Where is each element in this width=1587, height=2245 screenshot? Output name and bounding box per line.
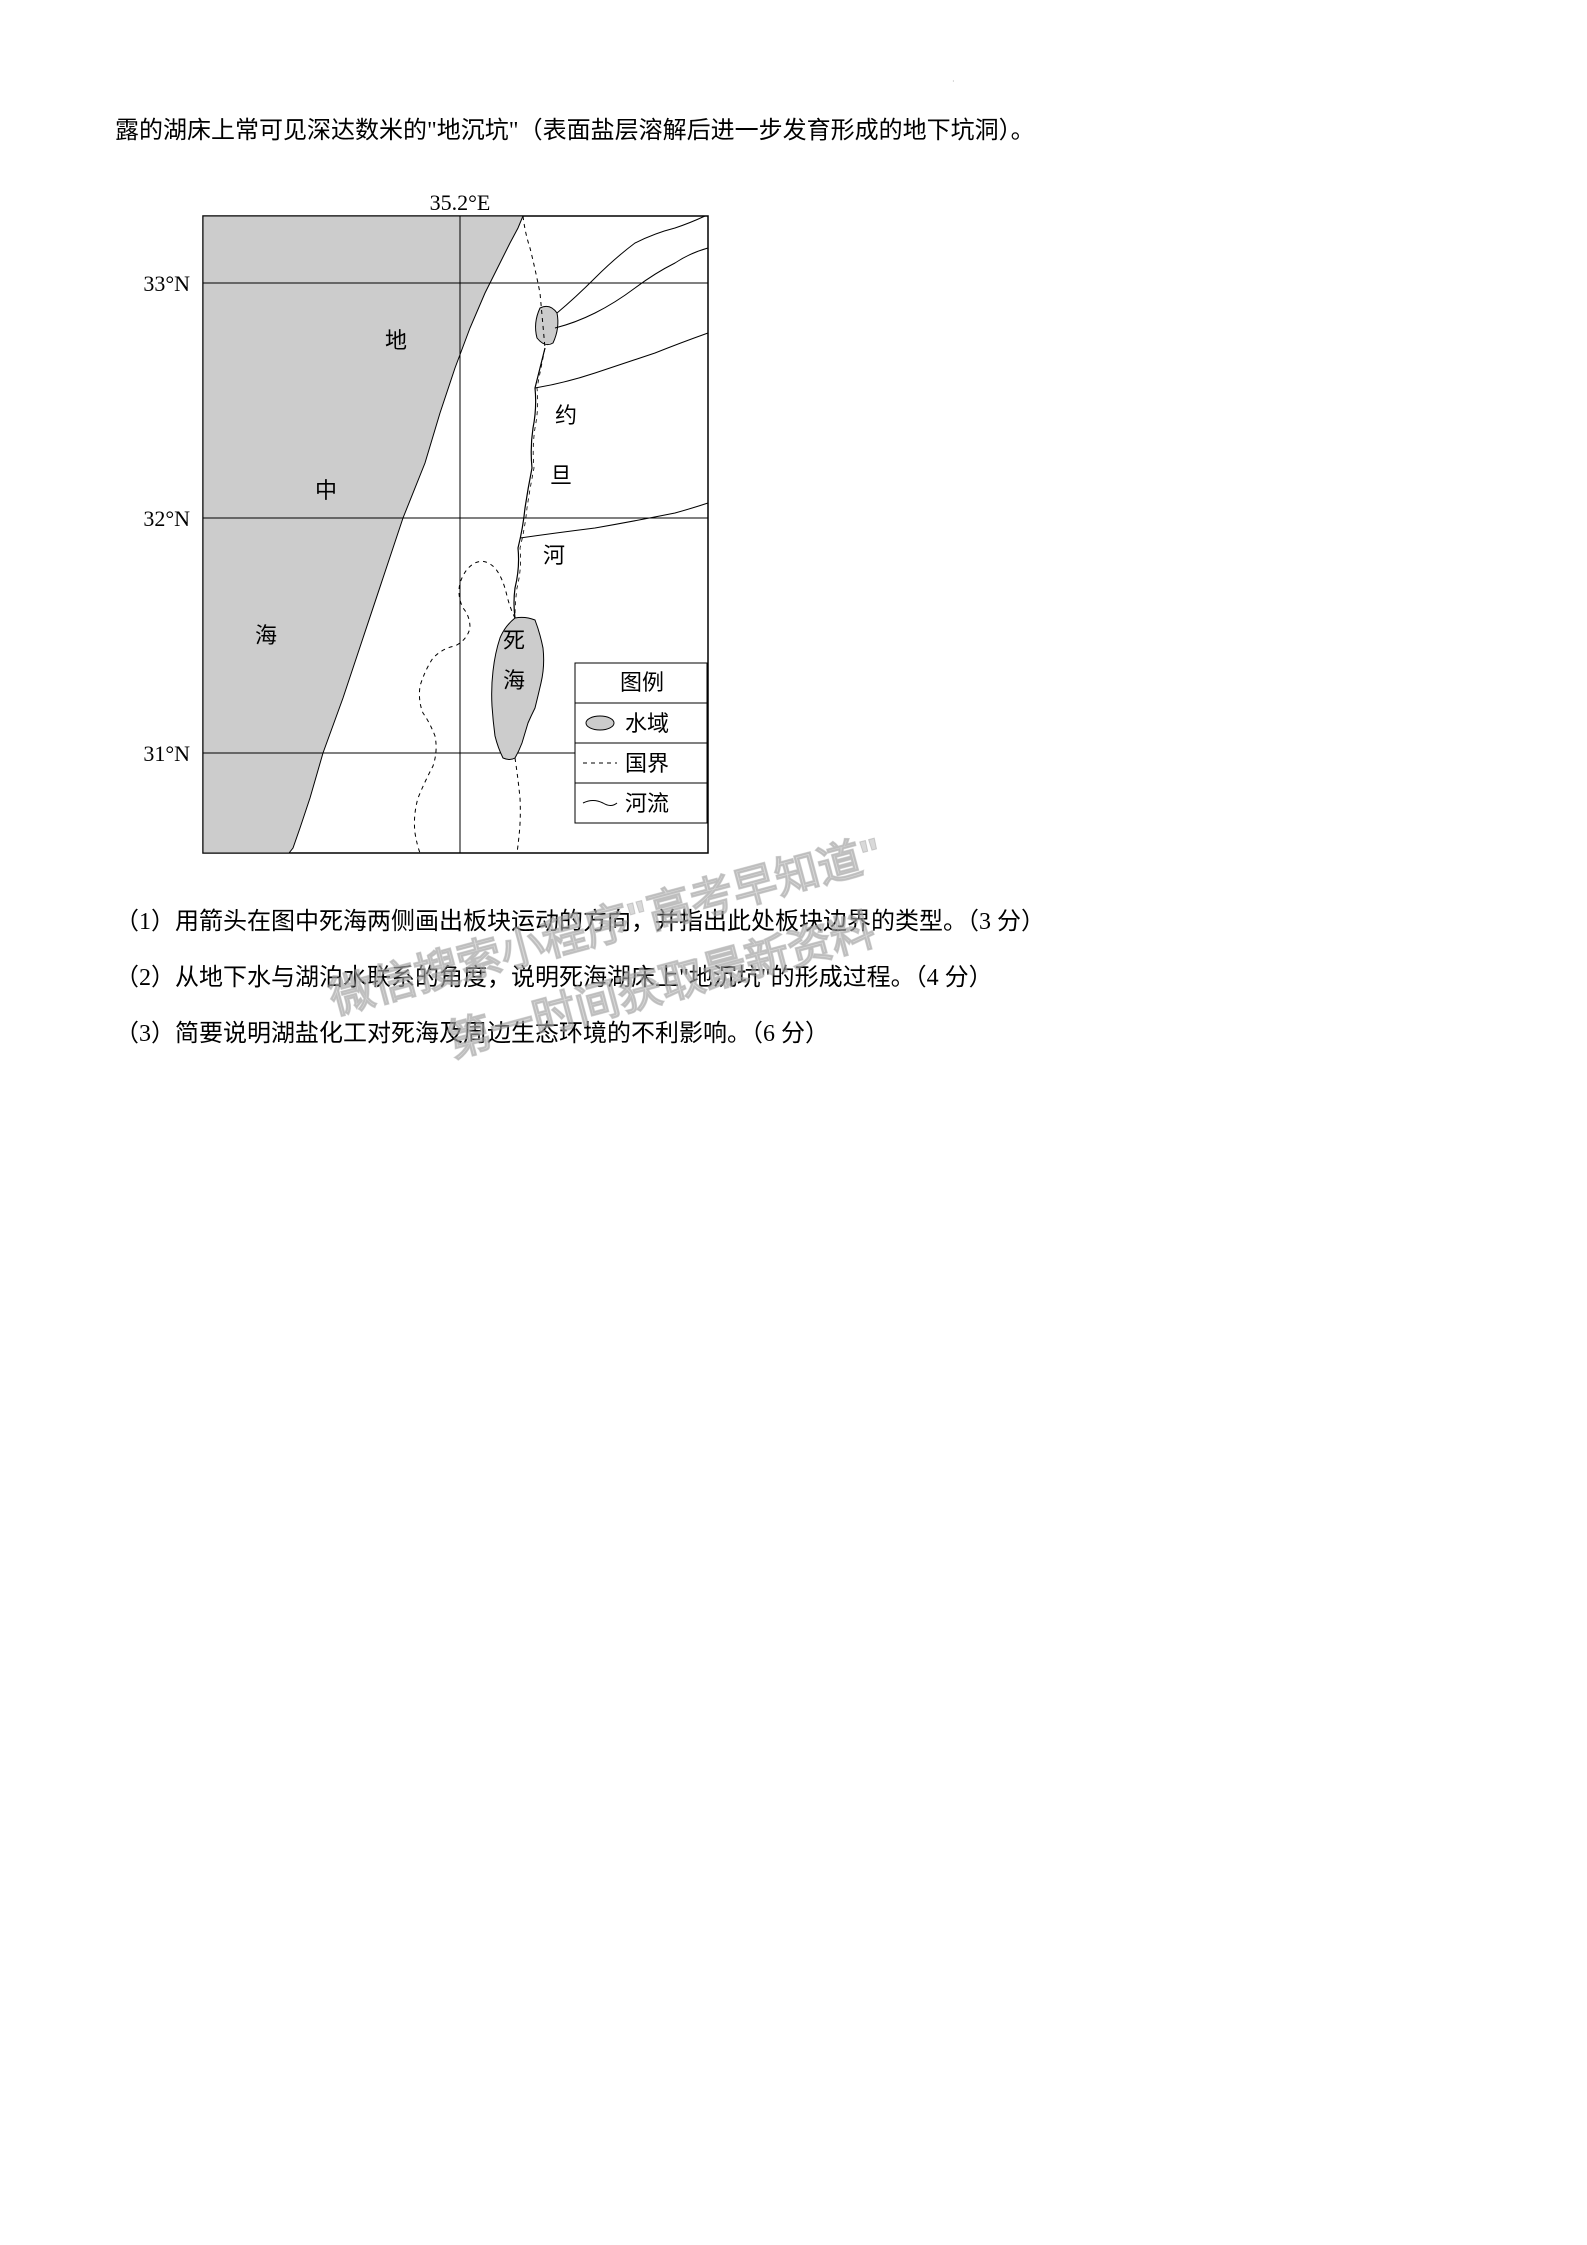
page-dot: · bbox=[952, 77, 955, 86]
content-area: 露的湖床上常可见深达数米的"地沉坑"（表面盐层溶解后进一步发育形成的地下坑洞）。… bbox=[0, 0, 1587, 1058]
border-along-river bbox=[515, 348, 545, 618]
legend-border-text: 国界 bbox=[625, 751, 669, 776]
legend-river-text: 河流 bbox=[625, 791, 669, 816]
jordan-label-2: 旦 bbox=[550, 463, 572, 488]
jordan-label-3: 河 bbox=[543, 543, 565, 568]
question-3: （3）简要说明湖盐化工对死海及周边生态环境的不利影响。（6 分） bbox=[115, 1010, 1472, 1058]
legend-water-icon bbox=[586, 716, 614, 730]
intro-paragraph: 露的湖床上常可见深达数米的"地沉坑"（表面盐层溶解后进一步发育形成的地下坑洞）。 bbox=[115, 110, 1472, 153]
tributary-2 bbox=[535, 333, 708, 388]
dead-sea-map: 35.2°E 33°N 32°N 31°N bbox=[125, 188, 760, 858]
question-2: （2）从地下水与湖泊水联系的角度，说明死海湖床上"地沉坑"的形成过程。（4 分） bbox=[115, 954, 1472, 1002]
legend-water-text: 水域 bbox=[625, 711, 669, 736]
lat-33n-label: 33°N bbox=[143, 271, 190, 296]
legend-title-text: 图例 bbox=[620, 670, 664, 695]
med-label-top: 地 bbox=[385, 328, 407, 353]
lat-31n-label: 31°N bbox=[143, 741, 190, 766]
tributary-1b bbox=[555, 248, 708, 328]
tributary-3 bbox=[520, 503, 708, 538]
map-figure: 35.2°E 33°N 32°N 31°N bbox=[125, 188, 1472, 863]
jordan-label-1: 约 bbox=[555, 403, 577, 428]
longitude-label: 35.2°E bbox=[430, 190, 491, 215]
dead-sea-label-2: 海 bbox=[503, 668, 525, 693]
jordan-river bbox=[514, 348, 545, 618]
sea-label: 海 bbox=[255, 623, 277, 648]
med-label-middle: 中 bbox=[315, 478, 337, 503]
sea-of-galilee bbox=[536, 307, 558, 345]
question-1: （1）用箭头在图中死海两侧画出板块运动的方向，并指出此处板块边界的类型。（3 分… bbox=[115, 898, 1472, 946]
dead-sea-label-1: 死 bbox=[503, 628, 525, 653]
mediterranean-sea-region bbox=[203, 216, 523, 853]
lat-32n-label: 32°N bbox=[143, 506, 190, 531]
tributary-1 bbox=[557, 216, 705, 313]
